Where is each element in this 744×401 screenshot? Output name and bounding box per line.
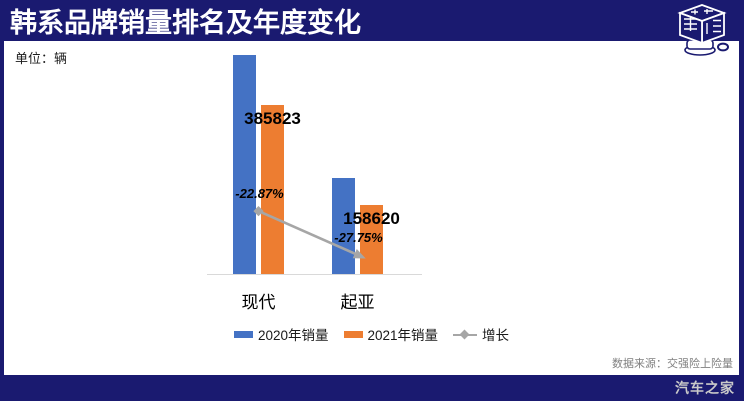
- sales-bar: [360, 205, 383, 274]
- growth-value-label: -27.75%: [334, 229, 383, 245]
- legend-swatch-icon: [233, 330, 253, 338]
- legend-label: 2020年销量: [257, 328, 329, 343]
- legend-swatch-icon: [343, 330, 363, 338]
- plot-area: 385823 158620 -22.87% -27.75%: [207, 51, 422, 275]
- header-bar: 韩系品牌销量排名及年度变化: [0, 0, 744, 41]
- arrow-head-icon: [352, 249, 366, 259]
- growth-line: [253, 206, 366, 259]
- page-title: 韩系品牌销量排名及年度变化: [10, 8, 361, 38]
- footer-bar: 汽车之家: [0, 375, 744, 401]
- chart-legend: 2020年销量 2021年销量 增长: [4, 324, 739, 344]
- category-label: 现代: [241, 293, 276, 312]
- growth-value-label: -22.87%: [235, 186, 284, 202]
- category-label: 起亚: [340, 293, 375, 312]
- content-area: 单位：辆 385823 158620 -22.87% -27.75% 2020年销量 2…: [4, 41, 739, 375]
- unit-label: 单位：辆: [15, 51, 68, 66]
- source-note: 数据来源：交强险上险量: [612, 358, 733, 370]
- sales-bar: [233, 55, 256, 274]
- legend-label: 2021年销量: [367, 328, 439, 343]
- legend-item: 增长: [453, 324, 509, 344]
- diamond-marker-icon: [253, 206, 264, 217]
- legend-item: 2020年销量: [233, 324, 329, 344]
- x-axis-line: [207, 274, 422, 275]
- autohome-logo: 汽车之家: [675, 380, 735, 396]
- legend-line-diamond-icon: [453, 329, 478, 339]
- sales-bar: [261, 105, 284, 274]
- bar-value-label: 158620: [343, 209, 400, 228]
- legend-label: 增长: [482, 328, 510, 343]
- bar-value-label: 385823: [244, 109, 301, 128]
- pandian-cube-logo-icon: [677, 4, 729, 56]
- legend-item: 2021年销量: [343, 324, 439, 344]
